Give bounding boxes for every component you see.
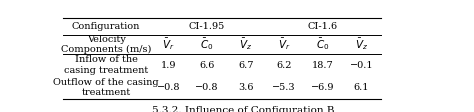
Text: $\bar{C}_0$: $\bar{C}_0$ [201, 37, 214, 52]
Text: Velocity
Components (m/s): Velocity Components (m/s) [61, 35, 151, 54]
Text: CI-1.6: CI-1.6 [308, 22, 338, 31]
Text: Outflow of the casing
treatment: Outflow of the casing treatment [53, 78, 159, 97]
Text: −5.3: −5.3 [273, 83, 296, 92]
Text: 18.7: 18.7 [312, 61, 334, 70]
Text: 6.1: 6.1 [354, 83, 369, 92]
Text: $\bar{C}_0$: $\bar{C}_0$ [316, 37, 329, 52]
Text: −6.9: −6.9 [311, 83, 335, 92]
Text: −0.8: −0.8 [157, 83, 180, 92]
Text: 3.6: 3.6 [238, 83, 254, 92]
Text: −0.1: −0.1 [350, 61, 373, 70]
Text: $\bar{V}_z$: $\bar{V}_z$ [239, 37, 252, 52]
Text: $\bar{V}_r$: $\bar{V}_r$ [162, 37, 175, 52]
Text: −0.8: −0.8 [195, 83, 219, 92]
Text: Configuration: Configuration [72, 22, 140, 31]
Text: 6.2: 6.2 [276, 61, 292, 70]
Text: 6.7: 6.7 [238, 61, 254, 70]
Text: CI-1.95: CI-1.95 [189, 22, 225, 31]
Text: 1.9: 1.9 [161, 61, 176, 70]
Text: $\bar{V}_r$: $\bar{V}_r$ [278, 37, 291, 52]
Text: $\bar{V}_z$: $\bar{V}_z$ [355, 37, 368, 52]
Text: 6.6: 6.6 [200, 61, 215, 70]
Text: 5.3.2. Influence of Configuration B: 5.3.2. Influence of Configuration B [152, 106, 334, 112]
Text: Inflow of the
casing treatment: Inflow of the casing treatment [64, 55, 148, 75]
